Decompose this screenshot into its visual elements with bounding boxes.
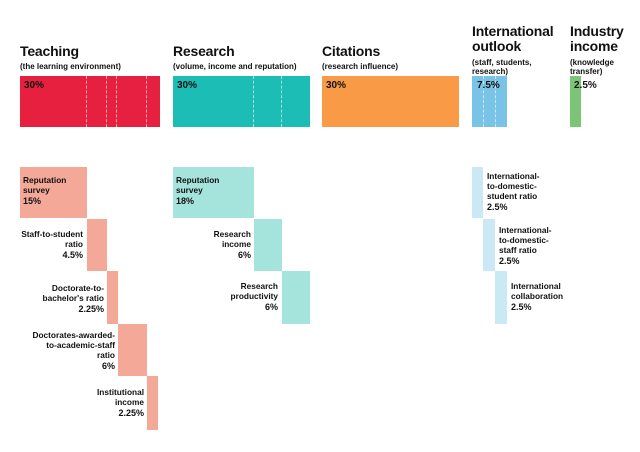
research-subtitle: (volume, income and reputation) [173,62,297,71]
research-reputation-label: Reputation survey 18% [176,175,220,206]
international-subtitle-line-1: (staff, students, [472,58,532,67]
teaching-subtitle: (the learning environment) [20,62,121,71]
research-income-value: 6% [237,250,251,260]
teaching-staff-ratio-bar [87,219,107,271]
teaching-doctorate-bachelor-label: Doctorate-to- bachelor's ratio 2.25% [0,283,104,314]
industry-header: Industry income (knowledge transfer) [570,23,624,77]
teaching-doctorates-awarded-bar [118,324,147,376]
teaching-institutional-income-label: Institutional income 2.25% [34,387,144,418]
research-weight-bar: 30% [173,76,310,127]
industry-subtitle-line-2: transfer) [570,67,603,76]
international-staff-ratio-value: 2.5% [499,256,520,266]
international-weight-bar: 7.5% [472,76,507,127]
research-weight-label: 30% [177,80,198,91]
teaching-doctorate-bachelor-bar [107,271,118,324]
research-productivity-bar [282,271,310,324]
industry-title-line-2: income [570,38,618,54]
research-productivity-label: Research productivity 6% [168,281,278,312]
industry-subtitle-line-1: (knowledge [570,58,615,67]
international-collaboration-label: International collaboration 2.5% [511,281,621,312]
citations-header: Citations (research influence) [322,43,399,72]
international-collaboration-value: 2.5% [511,302,532,312]
teaching-title: Teaching [20,43,79,59]
citations-title: Citations [322,43,381,59]
teaching-weight-bar: 30% [20,76,160,127]
research-income-bar [254,219,282,271]
teaching-reputation-bar: Reputation survey 15% [20,167,87,218]
international-title-line-1: International [472,23,554,39]
international-title-line-2: outlook [472,38,522,54]
teaching-reputation-value: 15% [23,196,42,206]
international-student-ratio-bar [472,167,483,218]
international-staff-ratio-bar [483,219,495,271]
international-staff-ratio-label: International- to-domestic- staff ratio … [499,225,609,266]
teaching-weight-label: 30% [24,80,45,91]
industry-weight-bar [570,76,581,127]
citations-weight-label: 30% [326,80,347,91]
research-title: Research [173,43,235,59]
teaching-reputation-label: Reputation survey 15% [23,175,67,206]
teaching-doctorates-awarded-label: Doctorates-awarded- to-academic-staff ra… [5,330,115,371]
research-reputation-value: 18% [176,196,195,206]
international-collaboration-bar [495,271,507,324]
research-productivity-value: 6% [264,302,278,312]
industry-weight-label: 2.5% [574,80,597,91]
citations-weight-bar: 30% [322,76,459,127]
teaching-institutional-income-value: 2.25% [118,408,144,418]
teaching-institutional-income-bar [147,376,158,430]
teaching-doctorate-bachelor-value: 2.25% [78,304,104,314]
teaching-staff-ratio-value: 4.5% [62,250,83,260]
international-weight-label: 7.5% [477,80,500,91]
international-student-ratio-value: 2.5% [487,202,508,212]
research-reputation-bar: Reputation survey 18% [173,167,254,218]
research-income-label: Research income 6% [141,229,251,260]
teaching-staff-ratio-label: Staff-to-student ratio 4.5% [0,229,83,260]
international-student-ratio-label: International- to-domestic- student rati… [487,171,597,212]
teaching-header: Teaching (the learning environment) [20,43,121,72]
international-header: International outlook (staff, students, … [472,23,554,77]
research-header: Research (volume, income and reputation) [173,43,297,72]
teaching-doctorates-awarded-value: 6% [101,361,115,371]
industry-title-line-1: Industry [570,23,624,39]
citations-subtitle: (research influence) [322,62,399,71]
international-subtitle-line-2: research) [472,67,509,76]
